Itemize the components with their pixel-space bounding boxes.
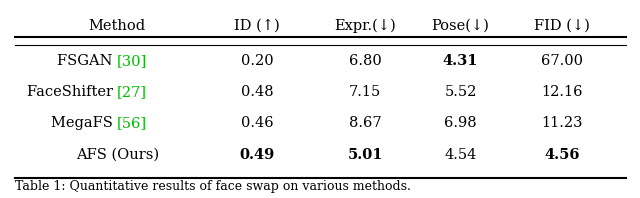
Text: 12.16: 12.16 <box>541 85 583 99</box>
Text: 0.46: 0.46 <box>241 116 273 130</box>
Text: Method: Method <box>88 19 146 33</box>
Text: 0.48: 0.48 <box>241 85 273 99</box>
Text: 6.80: 6.80 <box>349 54 381 68</box>
Text: Table 1: Quantitative results of face swap on various methods.: Table 1: Quantitative results of face sw… <box>15 180 412 193</box>
Text: Expr.(↓): Expr.(↓) <box>334 19 396 33</box>
Text: [27]: [27] <box>117 85 147 99</box>
Text: [30]: [30] <box>117 54 147 68</box>
Text: [56]: [56] <box>117 116 147 130</box>
Text: 8.67: 8.67 <box>349 116 381 130</box>
Text: FID (↓): FID (↓) <box>534 19 590 33</box>
Text: 5.52: 5.52 <box>444 85 477 99</box>
Text: 4.56: 4.56 <box>545 148 580 162</box>
Text: AFS (Ours): AFS (Ours) <box>76 148 159 162</box>
Text: 5.01: 5.01 <box>348 148 383 162</box>
Text: 7.15: 7.15 <box>349 85 381 99</box>
Text: FSGAN: FSGAN <box>57 54 117 68</box>
Text: 0.20: 0.20 <box>241 54 273 68</box>
Text: 11.23: 11.23 <box>541 116 583 130</box>
Text: FaceShifter: FaceShifter <box>27 85 117 99</box>
Text: 67.00: 67.00 <box>541 54 583 68</box>
Text: 4.54: 4.54 <box>444 148 477 162</box>
Text: 4.31: 4.31 <box>443 54 478 68</box>
Text: Pose(↓): Pose(↓) <box>431 19 490 33</box>
Text: MegaFS: MegaFS <box>51 116 117 130</box>
Text: 0.49: 0.49 <box>239 148 275 162</box>
Text: ID (↑): ID (↑) <box>234 19 280 33</box>
Text: 6.98: 6.98 <box>444 116 477 130</box>
